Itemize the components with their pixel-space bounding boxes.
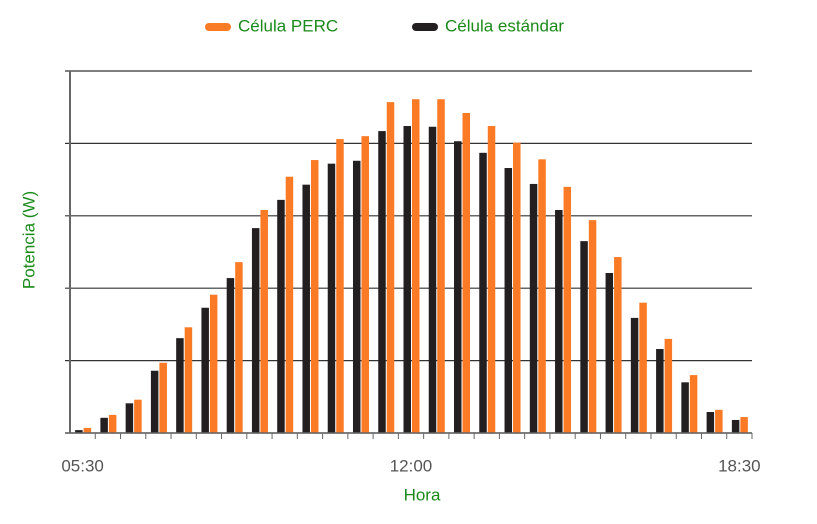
bar <box>605 272 614 433</box>
bar <box>209 294 218 433</box>
bar <box>580 241 588 433</box>
bar <box>588 220 597 433</box>
bar <box>184 327 193 433</box>
y-axis-title: Potencia (W) <box>19 191 38 289</box>
bar <box>715 409 723 433</box>
bar <box>529 183 538 433</box>
bar <box>302 184 310 433</box>
bar <box>251 228 260 433</box>
bar <box>681 382 689 433</box>
bar <box>630 317 639 433</box>
bar <box>260 210 268 433</box>
bar <box>285 176 294 434</box>
bar <box>100 417 108 433</box>
bar <box>462 112 471 433</box>
bar <box>176 338 184 433</box>
bar <box>201 307 209 433</box>
legend-swatch <box>412 23 438 31</box>
bar <box>479 152 487 433</box>
bar <box>352 160 361 433</box>
bar <box>336 139 344 433</box>
bar <box>639 302 647 433</box>
bar <box>428 126 437 434</box>
bar <box>235 262 243 433</box>
x-tick-label: 12:00 <box>390 456 433 475</box>
bar <box>664 338 673 433</box>
bar <box>310 160 319 433</box>
bar <box>386 102 395 433</box>
bar <box>361 136 369 433</box>
bar <box>403 126 411 434</box>
bar <box>277 199 285 433</box>
bar <box>226 278 235 433</box>
bar <box>437 99 445 434</box>
legend-label: Célula PERC <box>238 16 338 35</box>
bar <box>614 257 622 433</box>
bar <box>454 141 462 433</box>
bar <box>134 399 142 433</box>
x-tick-label: 05:30 <box>61 456 104 475</box>
bar <box>689 375 698 433</box>
bar <box>504 168 513 434</box>
bar <box>412 99 420 434</box>
bar <box>83 427 92 433</box>
bar <box>159 362 167 433</box>
bar <box>125 403 134 433</box>
bar <box>513 142 521 433</box>
bar <box>555 210 563 433</box>
bar <box>108 414 117 433</box>
bar <box>538 159 546 433</box>
bar <box>656 349 664 433</box>
bar <box>378 131 386 434</box>
bar <box>487 126 496 434</box>
legend-swatch <box>205 23 231 31</box>
bar <box>563 186 572 433</box>
bar <box>731 419 740 433</box>
bar <box>706 412 715 433</box>
bar <box>150 370 159 433</box>
bar <box>740 417 748 433</box>
legend-label: Célula estándar <box>445 16 564 35</box>
bar <box>75 430 83 433</box>
bar <box>327 163 336 433</box>
x-tick-label: 18:30 <box>718 456 761 475</box>
x-axis-title: Hora <box>404 485 441 504</box>
